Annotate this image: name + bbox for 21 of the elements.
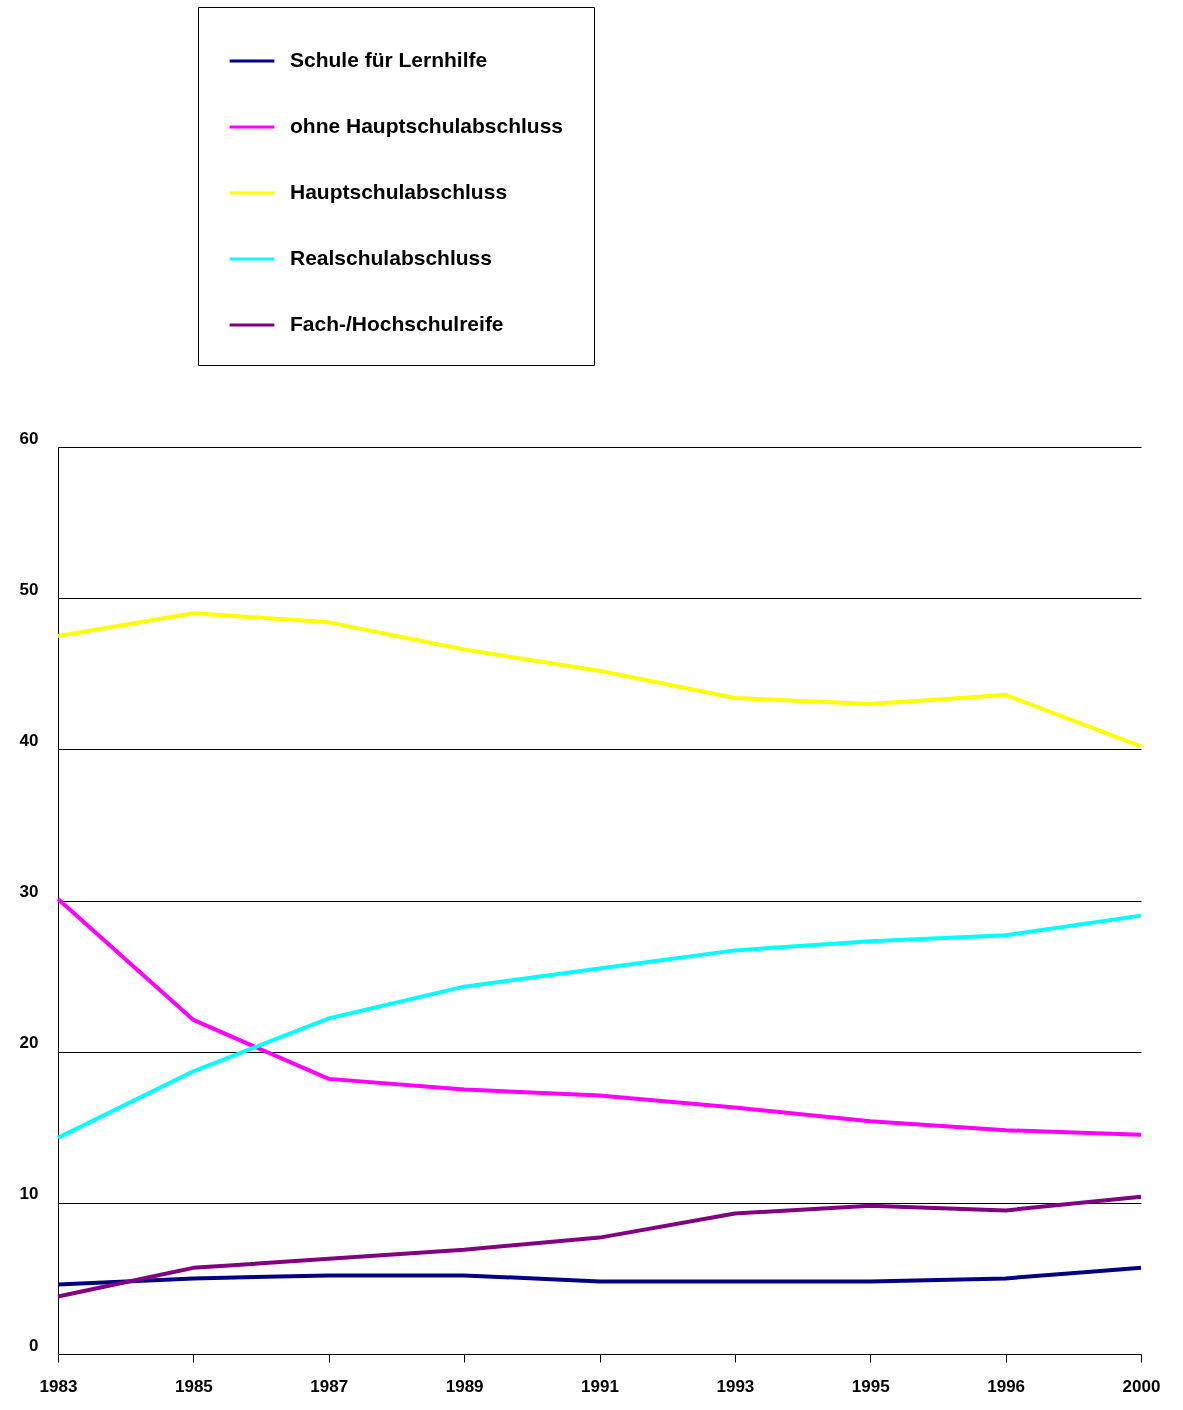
y-tick-label: 20 [19,1033,39,1053]
legend-label: ohne Hauptschulabschluss [290,114,564,137]
legend-label: Hauptschulabschluss [290,180,508,203]
x-tick-label: 1987 [310,1376,349,1396]
legend-label: Schule für Lernhilfe [290,48,488,71]
x-tick-label: 1993 [716,1376,755,1396]
y-tick-label: 10 [19,1184,39,1204]
y-tick-label: 50 [19,579,39,599]
x-tick-label: 1989 [445,1376,484,1396]
x-tick-label: 1985 [174,1376,213,1396]
legend-label: Fach-/Hochschulreife [290,312,504,335]
y-tick-label: 60 [19,428,39,448]
x-tick-label: 2000 [1122,1376,1161,1396]
y-tick-label: 0 [29,1335,39,1355]
x-tick-label: 1995 [851,1376,890,1396]
x-tick-label: 1983 [39,1376,78,1396]
legend-label: Realschulabschluss [290,246,492,269]
y-tick-label: 30 [19,882,39,901]
x-tick-label: 1996 [987,1376,1026,1396]
y-tick-label: 40 [19,730,39,750]
x-tick-label: 1991 [581,1376,619,1396]
